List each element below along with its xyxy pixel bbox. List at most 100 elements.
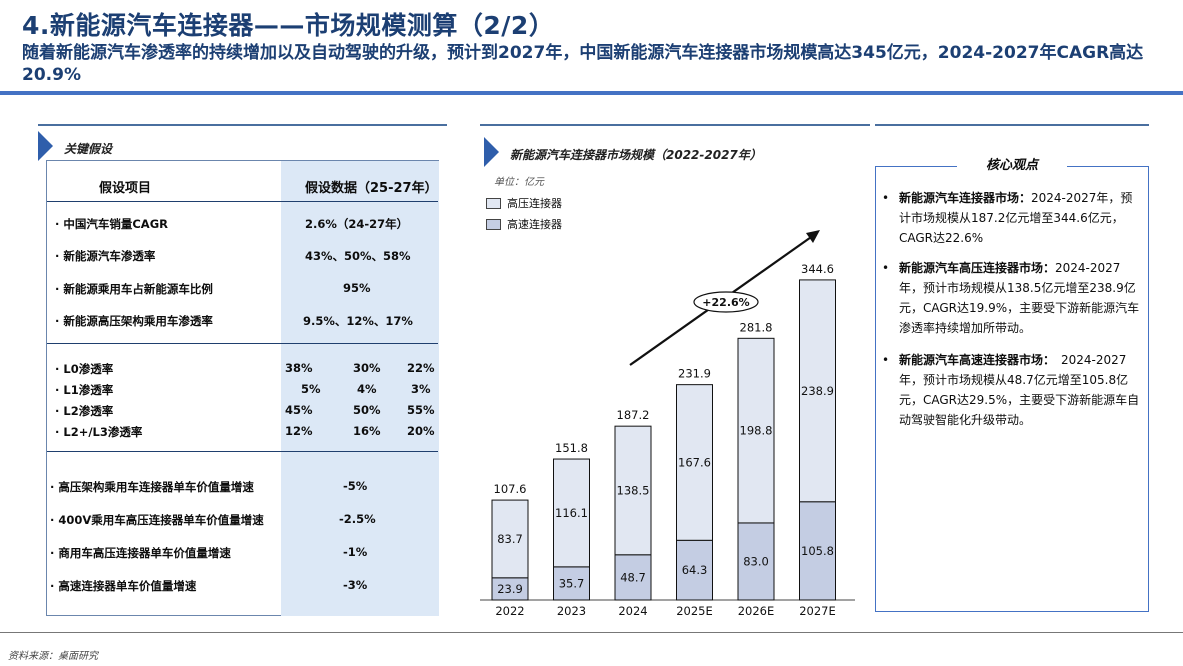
table-row-label: · 新能源高压架构乘用车渗透率 xyxy=(55,314,213,328)
table-header-data: 假设数据（25-27年） xyxy=(305,181,438,196)
table-row-value: 55% xyxy=(407,403,435,417)
legend-swatch xyxy=(486,218,501,230)
table-divider xyxy=(47,201,438,202)
chart-section-divider xyxy=(480,124,870,126)
table-header-item: 假设项目 xyxy=(99,181,152,196)
table-row-value: -5% xyxy=(343,479,368,493)
table-row-value: 20% xyxy=(407,424,435,438)
header-divider xyxy=(0,91,1183,95)
table-row-label: · L2+/L3渗透率 xyxy=(55,425,143,439)
table-row-label: · L1渗透率 xyxy=(55,383,114,397)
core-item: 新能源汽车高压连接器市场：2024-2027年，预计市场规模从138.5亿元增至… xyxy=(882,258,1144,338)
core-item: 新能源汽车高速连接器市场： 2024-2027年，预计市场规模从48.7亿元增至… xyxy=(882,350,1144,430)
footer-divider xyxy=(0,632,1183,633)
chart-unit-label: 单位：亿元 xyxy=(494,177,544,188)
table-divider xyxy=(47,343,438,344)
table-row-label: · 商用车高压连接器单车价值量增速 xyxy=(50,546,231,560)
core-item: 新能源汽车连接器市场：2024-2027年，预计市场规模从187.2亿元增至34… xyxy=(882,188,1144,248)
legend-label: 高速连接器 xyxy=(507,218,562,231)
bar-segment-high-voltage xyxy=(799,279,836,503)
legend-swatch xyxy=(486,197,501,209)
x-tick-label: 2025E xyxy=(676,604,713,618)
bar-segment-high-voltage xyxy=(676,384,713,541)
data-label-high-speed: 83.0 xyxy=(743,554,769,568)
assumptions-section-title: 关键假设 xyxy=(64,142,113,156)
table-row-label: · 中国汽车销量CAGR xyxy=(55,217,169,231)
table-row-value: 16% xyxy=(353,424,381,438)
data-label-total: 281.8 xyxy=(740,320,773,334)
table-row-value: 45% xyxy=(285,403,313,417)
left-section-divider xyxy=(38,124,447,126)
core-item-head: 新能源汽车高速连接器市场： xyxy=(899,353,1050,367)
market-size-chart: 23.9 83.7 107.6 2022 35.7 116.1 151.8 2023 48.7 1… xyxy=(480,230,855,618)
table-row-value: 95% xyxy=(343,281,371,295)
table-row-label: · 400V乘用车高压连接器单车价值量增速 xyxy=(50,513,264,527)
section-marker-icon xyxy=(484,137,499,167)
data-label-high-voltage: 167.6 xyxy=(678,455,711,469)
data-label-high-speed: 35.7 xyxy=(559,576,585,590)
table-divider xyxy=(47,451,438,452)
legend-label: 高压连接器 xyxy=(507,197,562,210)
bar-segment-high-speed xyxy=(676,539,713,601)
legend-item-high-voltage: 高压连接器 xyxy=(486,195,562,211)
section-marker-icon xyxy=(38,131,53,161)
bar-segment-high-voltage xyxy=(614,425,652,556)
trend-arrow-head-icon xyxy=(806,230,820,243)
table-row-value: 9.5%、12%、17% xyxy=(303,314,413,328)
core-section-divider xyxy=(875,124,1149,126)
table-row-value: 5% xyxy=(301,382,321,396)
table-row-label: · L2渗透率 xyxy=(55,404,114,418)
table-row-value: 3% xyxy=(411,382,431,396)
data-label-total: 231.9 xyxy=(678,367,711,381)
page-subtitle: 随着新能源汽车渗透率的持续增加以及自动驾驶的升级，预计到2027年，中国新能源汽… xyxy=(22,43,1144,85)
table-row-value: 12% xyxy=(285,424,313,438)
page-title: 4.新能源汽车连接器——市场规模测算（2/2） xyxy=(22,11,555,40)
table-row-value: 4% xyxy=(357,382,377,396)
core-item-head: 新能源汽车连接器市场： xyxy=(899,191,1032,205)
table-row-value: 38% xyxy=(285,361,313,375)
table-row-value: 30% xyxy=(353,361,381,375)
core-item-body: 2024-2027年，预计市场规模从187.2亿元增至344.6亿元，CAGR达… xyxy=(899,191,1133,245)
table-row-value: -2.5% xyxy=(339,512,376,526)
table-row-value: 50% xyxy=(353,403,381,417)
data-label-high-voltage: 238.9 xyxy=(801,384,834,398)
data-label-total: 107.6 xyxy=(494,482,527,496)
data-label-total: 344.6 xyxy=(801,262,834,276)
data-label-high-voltage: 138.5 xyxy=(617,483,650,497)
data-label-high-speed: 23.9 xyxy=(497,582,523,596)
core-views-title: 核心观点 xyxy=(957,155,1067,177)
data-label-high-voltage: 83.7 xyxy=(497,532,523,546)
data-label-total: 151.8 xyxy=(555,441,588,455)
core-item-body: 2024-2027年，预计市场规模从48.7亿元增至105.8亿元，CAGR达2… xyxy=(899,353,1140,427)
table-row-label: · 新能源乘用车占新能源车比例 xyxy=(55,282,213,296)
bar-segment-high-speed xyxy=(553,566,590,601)
bar-segment-high-voltage xyxy=(553,458,590,568)
x-tick-label: 2027E xyxy=(799,604,836,618)
x-tick-label: 2026E xyxy=(738,604,775,618)
bar-segment-high-voltage xyxy=(491,499,529,579)
bar-segment-high-voltage xyxy=(737,337,775,524)
table-row-label: · 新能源汽车渗透率 xyxy=(55,249,156,263)
legend-item-high-speed: 高速连接器 xyxy=(486,216,562,232)
data-label-total: 187.2 xyxy=(617,408,650,422)
table-row-value: 43%、50%、58% xyxy=(305,249,411,263)
source-note: 资料来源：桌面研究 xyxy=(8,651,98,662)
table-row-value: -1% xyxy=(343,545,368,559)
core-item-body: 2024-2027年，预计市场规模从138.5亿元增至238.9亿元，CAGR达… xyxy=(899,261,1140,335)
data-label-high-voltage: 116.1 xyxy=(555,506,588,520)
data-label-high-voltage: 198.8 xyxy=(740,424,773,438)
bar-segment-high-speed xyxy=(737,522,775,601)
data-label-high-speed: 48.7 xyxy=(620,570,646,584)
chart-section-title: 新能源汽车连接器市场规模（2022-2027年） xyxy=(510,148,762,162)
table-row-value: -3% xyxy=(343,578,368,592)
table-row-value: 2.6%（24-27年） xyxy=(305,217,409,231)
bar-segment-high-speed xyxy=(614,554,652,601)
assumptions-value-column xyxy=(281,161,439,616)
data-label-high-speed: 105.8 xyxy=(801,544,834,558)
cagr-annotation: +22.6% xyxy=(702,296,749,309)
x-tick-label: 2024 xyxy=(618,604,647,618)
x-tick-label: 2023 xyxy=(557,604,586,618)
cagr-bubble xyxy=(693,291,759,313)
table-row-label: · 高压架构乘用车连接器单车价值量增速 xyxy=(50,480,254,494)
core-item-head: 新能源汽车高压连接器市场： xyxy=(899,261,1056,275)
